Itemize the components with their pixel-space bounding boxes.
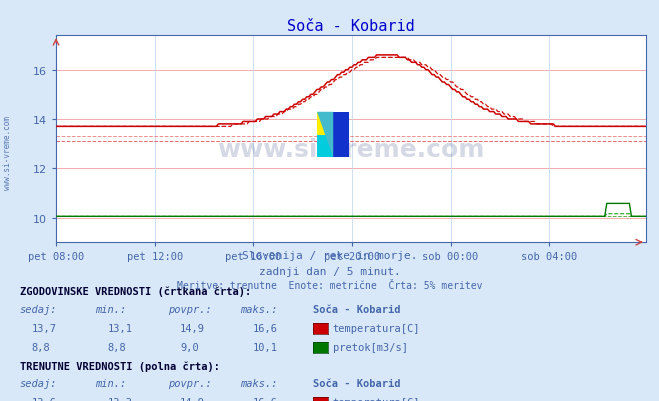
Text: 13,3: 13,3	[107, 397, 132, 401]
Text: 13,7: 13,7	[32, 323, 57, 333]
Text: 8,8: 8,8	[107, 342, 126, 352]
Text: maks.:: maks.:	[241, 379, 278, 389]
Text: 14,9: 14,9	[180, 397, 205, 401]
Text: sedaj:: sedaj:	[20, 304, 57, 314]
Text: min.:: min.:	[96, 304, 127, 314]
Text: temperatura[C]: temperatura[C]	[333, 397, 420, 401]
Text: ZGODOVINSKE VREDNOSTI (črtkana črta):: ZGODOVINSKE VREDNOSTI (črtkana črta):	[20, 286, 251, 297]
Text: 16,6: 16,6	[252, 397, 277, 401]
Text: Meritve: trenutne  Enote: metrične  Črta: 5% meritev: Meritve: trenutne Enote: metrične Črta: …	[177, 281, 482, 291]
Text: pretok[m3/s]: pretok[m3/s]	[333, 342, 408, 352]
Text: TRENUTNE VREDNOSTI (polna črta):: TRENUTNE VREDNOSTI (polna črta):	[20, 360, 219, 371]
Text: 9,0: 9,0	[180, 342, 198, 352]
Text: www.si-vreme.com: www.si-vreme.com	[217, 138, 484, 162]
Text: povpr.:: povpr.:	[168, 379, 212, 389]
Text: zadnji dan / 5 minut.: zadnji dan / 5 minut.	[258, 266, 401, 276]
Text: 13,1: 13,1	[107, 323, 132, 333]
Text: Soča - Kobarid: Soča - Kobarid	[313, 304, 401, 314]
Text: 16,6: 16,6	[252, 323, 277, 333]
Text: 10,1: 10,1	[252, 342, 277, 352]
Text: Slovenija / reke in morje.: Slovenija / reke in morje.	[242, 251, 417, 261]
Text: 8,8: 8,8	[32, 342, 50, 352]
Text: min.:: min.:	[96, 379, 127, 389]
Text: Soča - Kobarid: Soča - Kobarid	[313, 379, 401, 389]
Bar	[333, 113, 349, 158]
Text: maks.:: maks.:	[241, 304, 278, 314]
Bar	[317, 135, 333, 158]
Bar	[317, 113, 333, 135]
Text: 13,6: 13,6	[32, 397, 57, 401]
Polygon shape	[317, 113, 333, 158]
Text: 14,9: 14,9	[180, 323, 205, 333]
Text: temperatura[C]: temperatura[C]	[333, 323, 420, 333]
Title: Soča - Kobarid: Soča - Kobarid	[287, 18, 415, 34]
Text: sedaj:: sedaj:	[20, 379, 57, 389]
Text: povpr.:: povpr.:	[168, 304, 212, 314]
Text: www.si-vreme.com: www.si-vreme.com	[3, 115, 13, 189]
